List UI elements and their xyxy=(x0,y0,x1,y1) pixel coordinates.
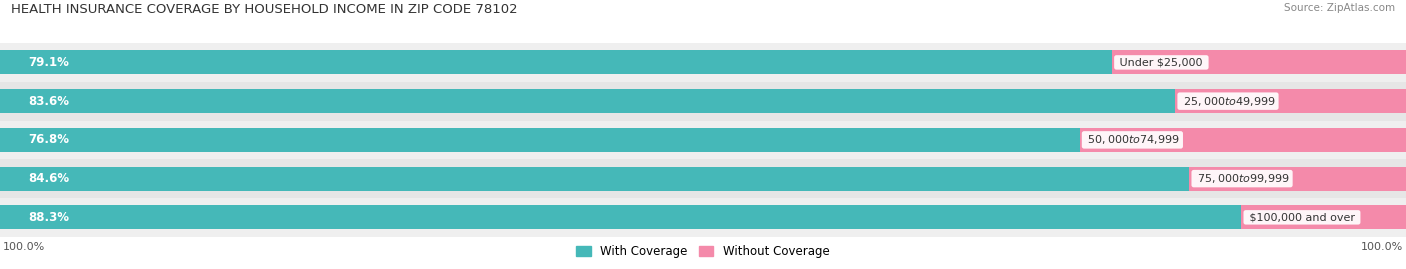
Text: 76.8%: 76.8% xyxy=(28,133,69,146)
Bar xyxy=(0,159,1406,198)
Text: 100.0%: 100.0% xyxy=(3,242,45,252)
Text: 88.3%: 88.3% xyxy=(28,211,69,224)
Text: Source: ZipAtlas.com: Source: ZipAtlas.com xyxy=(1284,3,1395,13)
Text: 79.1%: 79.1% xyxy=(28,56,69,69)
Text: HEALTH INSURANCE COVERAGE BY HOUSEHOLD INCOME IN ZIP CODE 78102: HEALTH INSURANCE COVERAGE BY HOUSEHOLD I… xyxy=(11,3,517,16)
Text: $50,000 to $74,999: $50,000 to $74,999 xyxy=(1084,133,1181,146)
Legend: With Coverage, Without Coverage: With Coverage, Without Coverage xyxy=(572,241,834,263)
Bar xyxy=(1241,205,1406,229)
Bar xyxy=(0,89,1175,113)
Bar xyxy=(1112,50,1406,75)
Bar xyxy=(0,50,1112,75)
Bar xyxy=(0,121,1406,159)
Bar xyxy=(1080,128,1406,152)
Bar xyxy=(0,198,1406,237)
Text: $25,000 to $49,999: $25,000 to $49,999 xyxy=(1180,95,1277,108)
Bar xyxy=(0,167,1189,191)
Text: Under $25,000: Under $25,000 xyxy=(1116,57,1206,68)
Bar xyxy=(1175,89,1406,113)
Text: 84.6%: 84.6% xyxy=(28,172,69,185)
Bar xyxy=(0,82,1406,121)
Text: $75,000 to $99,999: $75,000 to $99,999 xyxy=(1194,172,1291,185)
Bar xyxy=(0,128,1080,152)
Bar xyxy=(0,205,1241,229)
Text: $100,000 and over: $100,000 and over xyxy=(1246,212,1358,222)
Text: 100.0%: 100.0% xyxy=(1361,242,1403,252)
Text: 83.6%: 83.6% xyxy=(28,95,69,108)
Bar xyxy=(1189,167,1406,191)
Bar xyxy=(0,43,1406,82)
